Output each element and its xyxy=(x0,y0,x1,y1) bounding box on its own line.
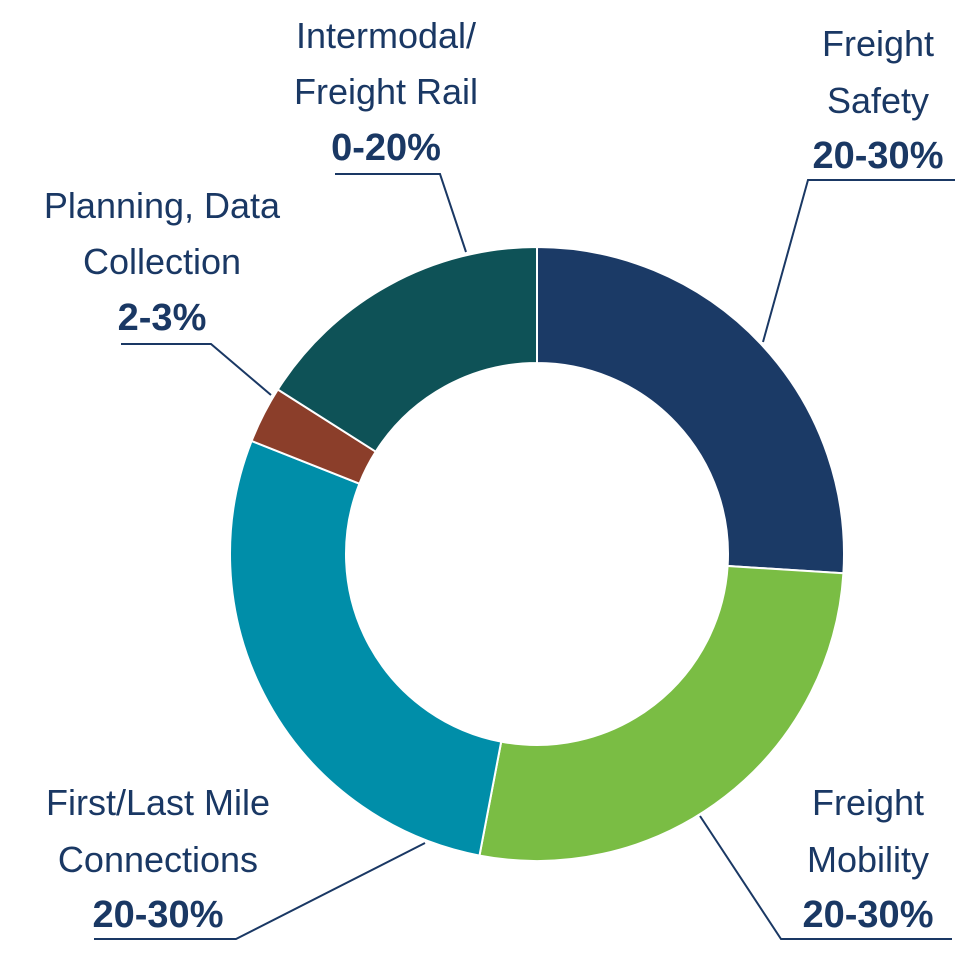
leader-line-0 xyxy=(762,179,955,343)
donut-slice-4 xyxy=(276,245,538,454)
leader-lines xyxy=(94,173,955,940)
donut-slice-2 xyxy=(229,439,503,857)
slice-value-label-1: 20-30% xyxy=(803,894,934,936)
slice-label-2-line-0: First/Last Mile xyxy=(46,782,270,823)
donut-slice-0 xyxy=(536,245,845,575)
slice-label-3-line-1: Collection xyxy=(83,241,241,282)
leader-line-4 xyxy=(335,173,467,253)
donut-slice-1 xyxy=(478,564,845,862)
slice-label-3-line-0: Planning, Data xyxy=(44,185,281,226)
leader-line-2 xyxy=(94,842,426,940)
slice-label-4-line-1: Freight Rail xyxy=(294,71,478,112)
slice-value-label-2: 20-30% xyxy=(93,894,224,936)
slice-value-label-4: 0-20% xyxy=(331,127,441,169)
slice-value-label-3: 2-3% xyxy=(118,297,207,339)
leader-line-3 xyxy=(121,343,272,396)
slice-value-label-0: 20-30% xyxy=(813,135,944,177)
slice-label-1-line-0: Freight xyxy=(812,782,924,823)
slice-label-2-line-1: Connections xyxy=(58,839,258,880)
donut-slices xyxy=(229,245,845,862)
slice-label-0-line-1: Safety xyxy=(827,80,929,121)
leader-line-1 xyxy=(699,815,952,940)
slice-labels: Freight Safety 20-30% Freight Mobility 20-30%… xyxy=(44,15,944,936)
slice-label-0-line-0: Freight xyxy=(822,23,934,64)
slice-label-4-line-0: Intermodal/ xyxy=(296,15,476,56)
slice-label-1-line-1: Mobility xyxy=(807,839,929,880)
